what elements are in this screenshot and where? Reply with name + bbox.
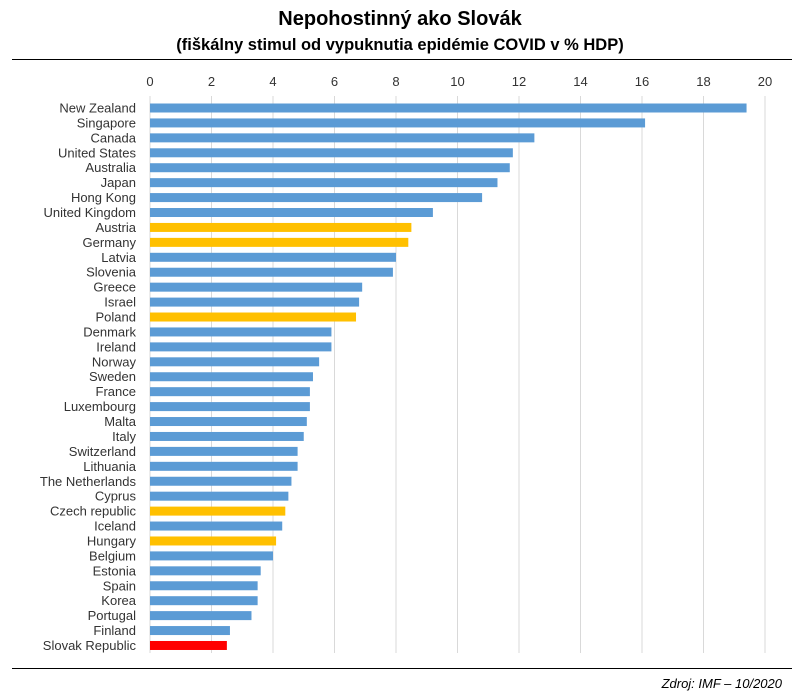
bottom-rule xyxy=(12,668,792,669)
category-label: Spain xyxy=(103,578,136,593)
x-tick-label: 18 xyxy=(696,74,710,89)
bar xyxy=(150,506,286,516)
bar xyxy=(150,536,277,546)
x-tick-label: 12 xyxy=(512,74,526,89)
category-label: United States xyxy=(58,145,137,160)
x-tick-label: 2 xyxy=(208,74,215,89)
category-label: Slovenia xyxy=(86,265,137,280)
bar xyxy=(150,431,304,441)
x-tick-label: 16 xyxy=(635,74,649,89)
category-label: The Netherlands xyxy=(40,474,137,489)
bar xyxy=(150,626,230,636)
bar xyxy=(150,596,258,606)
category-label: Canada xyxy=(90,130,136,145)
category-label: Luxembourg xyxy=(64,399,136,414)
bar xyxy=(150,372,313,382)
x-tick-label: 4 xyxy=(269,74,276,89)
category-label: Lithuania xyxy=(83,459,137,474)
category-label: Poland xyxy=(96,310,136,325)
bar xyxy=(150,163,510,173)
category-label: Italy xyxy=(112,429,136,444)
bar xyxy=(150,133,535,143)
bar xyxy=(150,282,363,292)
category-label: Germany xyxy=(83,235,137,250)
bar xyxy=(150,640,227,650)
bar xyxy=(150,461,298,471)
x-tick-label: 10 xyxy=(450,74,464,89)
category-label: Denmark xyxy=(83,324,136,339)
chart-subtitle: (fiškálny stimul od vypuknutia epidémie … xyxy=(176,36,624,54)
category-label: Estonia xyxy=(93,563,137,578)
bar xyxy=(150,208,433,218)
x-tick-label: 14 xyxy=(573,74,587,89)
category-label: Hong Kong xyxy=(71,190,136,205)
category-label: Norway xyxy=(92,354,137,369)
bar xyxy=(150,387,310,397)
x-tick-label: 8 xyxy=(392,74,399,89)
category-label: Belgium xyxy=(89,548,136,563)
bar xyxy=(150,193,483,203)
x-tick-label: 20 xyxy=(758,74,772,89)
category-label: Malta xyxy=(104,414,137,429)
category-label: Latvia xyxy=(101,250,136,265)
category-label: Finland xyxy=(93,623,136,638)
category-label: Australia xyxy=(85,160,136,175)
category-label: Switzerland xyxy=(69,444,136,459)
bar xyxy=(150,357,320,367)
bar xyxy=(150,491,289,501)
bar xyxy=(150,267,393,277)
bar xyxy=(150,118,646,128)
bar xyxy=(150,297,360,307)
category-label: Israel xyxy=(104,295,136,310)
bar xyxy=(150,417,307,427)
bar xyxy=(150,551,273,561)
source-note: Zdroj: IMF – 10/2020 xyxy=(661,676,782,691)
bar xyxy=(150,148,513,158)
bar xyxy=(150,402,310,412)
category-label: Czech republic xyxy=(50,504,136,519)
bar xyxy=(150,178,498,188)
bar xyxy=(150,222,412,232)
bar xyxy=(150,342,332,352)
bar xyxy=(150,312,357,322)
category-label: Singapore xyxy=(77,115,136,130)
x-tick-label: 0 xyxy=(146,74,153,89)
category-label: Portugal xyxy=(88,608,137,623)
category-label: United Kingdom xyxy=(44,205,137,220)
category-label: Hungary xyxy=(87,533,137,548)
bar xyxy=(150,581,258,591)
bar xyxy=(150,476,292,486)
chart-title: Nepohostinný ako Slovák xyxy=(278,8,522,30)
bar xyxy=(150,252,396,262)
bar xyxy=(150,237,409,247)
x-tick-label: 6 xyxy=(331,74,338,89)
bar xyxy=(150,521,283,531)
bar xyxy=(150,446,298,456)
bar-chart: 0 2 4 6 8 10 12 14 16 18 20 New ZealandSingaporeCan… xyxy=(40,74,772,653)
category-label: Cyprus xyxy=(95,489,137,504)
category-label: France xyxy=(96,384,136,399)
bar xyxy=(150,327,332,337)
category-label: New Zealand xyxy=(59,101,136,116)
bar xyxy=(150,103,747,113)
top-rule xyxy=(12,59,792,60)
category-label: Korea xyxy=(101,593,136,608)
category-label: Ireland xyxy=(96,339,136,354)
bar xyxy=(150,611,252,621)
category-label: Japan xyxy=(101,175,136,190)
category-label: Greece xyxy=(93,280,136,295)
category-label: Austria xyxy=(96,220,137,235)
bar xyxy=(150,566,261,576)
category-label: Slovak Republic xyxy=(43,638,137,653)
category-label: Iceland xyxy=(94,519,136,534)
category-label: Sweden xyxy=(89,369,136,384)
